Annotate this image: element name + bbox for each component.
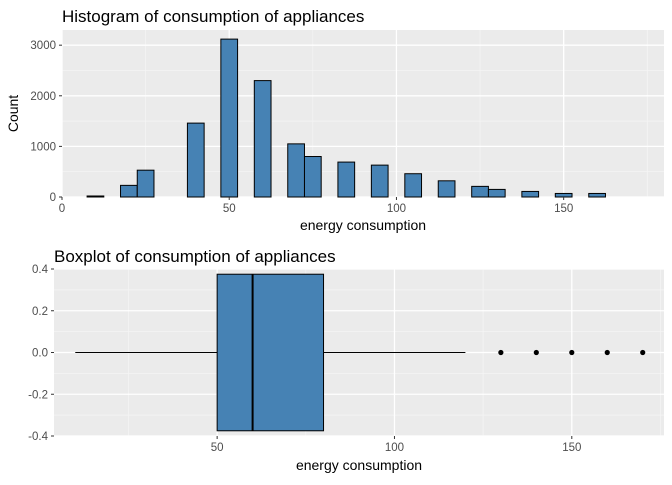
histogram-bar — [253, 80, 272, 198]
boxplot-y-tick-label: 0.2 — [32, 306, 48, 318]
histogram-bar — [303, 156, 322, 198]
histogram-y-tick-label: 3000 — [30, 40, 56, 52]
boxplot-x-axis-label: energy consumption — [296, 457, 422, 473]
histogram-y-axis-label: Count — [5, 95, 21, 132]
histogram-bar — [136, 169, 155, 198]
histogram-bar — [487, 188, 506, 198]
boxplot-y-tick-label: 0.4 — [32, 264, 49, 276]
histogram-chart: Histogram of consumption of appliances 0… — [5, 7, 664, 233]
histogram-title: Histogram of consumption of appliances — [62, 7, 364, 26]
boxplot-y-tick-label: 0.0 — [32, 348, 48, 360]
boxplot-outlier-point — [498, 349, 504, 356]
boxplot-x-tick-label: 150 — [562, 442, 581, 454]
histogram-x-tick-label: 0 — [59, 203, 65, 215]
histogram-y-ticks: 0 1000 2000 3000 — [30, 40, 62, 204]
histogram-bar — [86, 195, 105, 198]
histogram-x-tick-label: 50 — [223, 203, 236, 215]
boxplot-outlier-point — [569, 349, 575, 356]
boxplot-chart: Boxplot of consumption of appliances 50 1… — [28, 247, 664, 473]
histogram-bar — [120, 184, 138, 198]
boxplot-outlier-point — [640, 349, 646, 356]
histogram-x-tick-label: 150 — [554, 203, 573, 215]
histogram-bar — [287, 143, 305, 198]
boxplot-y-ticks: -0.4 -0.2 0.0 0.2 0.4 — [28, 264, 54, 443]
boxplot-x-tick-label: 100 — [385, 442, 404, 454]
histogram-bar — [337, 161, 356, 198]
histogram-bar — [471, 185, 489, 198]
histogram-y-tick-label: 0 — [50, 192, 56, 204]
boxplot-y-tick-label: -0.2 — [28, 389, 48, 401]
boxplot-outlier-point — [604, 349, 610, 356]
histogram-x-axis-label: energy consumption — [300, 217, 426, 233]
boxplot-y-tick-label: -0.4 — [28, 431, 48, 443]
histogram-x-ticks: 0 50 100 150 — [59, 197, 573, 215]
boxplot-outlier-point — [533, 349, 539, 356]
boxplot-marks — [75, 273, 646, 432]
boxplot-box — [216, 273, 325, 432]
histogram-y-tick-label: 1000 — [30, 141, 56, 153]
histogram-x-tick-label: 100 — [387, 203, 406, 215]
histogram-bar — [404, 173, 423, 198]
histogram-bars — [86, 38, 606, 198]
boxplot-title: Boxplot of consumption of appliances — [54, 247, 336, 266]
histogram-bar — [437, 180, 456, 198]
histogram-bar — [186, 122, 205, 198]
histogram-bar — [220, 38, 239, 198]
boxplot-x-tick-label: 50 — [211, 442, 224, 454]
histogram-bar — [588, 192, 606, 198]
histogram-bar — [554, 192, 573, 198]
histogram-y-tick-label: 2000 — [30, 91, 56, 103]
histogram-bar — [521, 190, 540, 198]
histogram-bar — [370, 164, 389, 198]
boxplot-x-ticks: 50 100 150 — [211, 436, 581, 454]
